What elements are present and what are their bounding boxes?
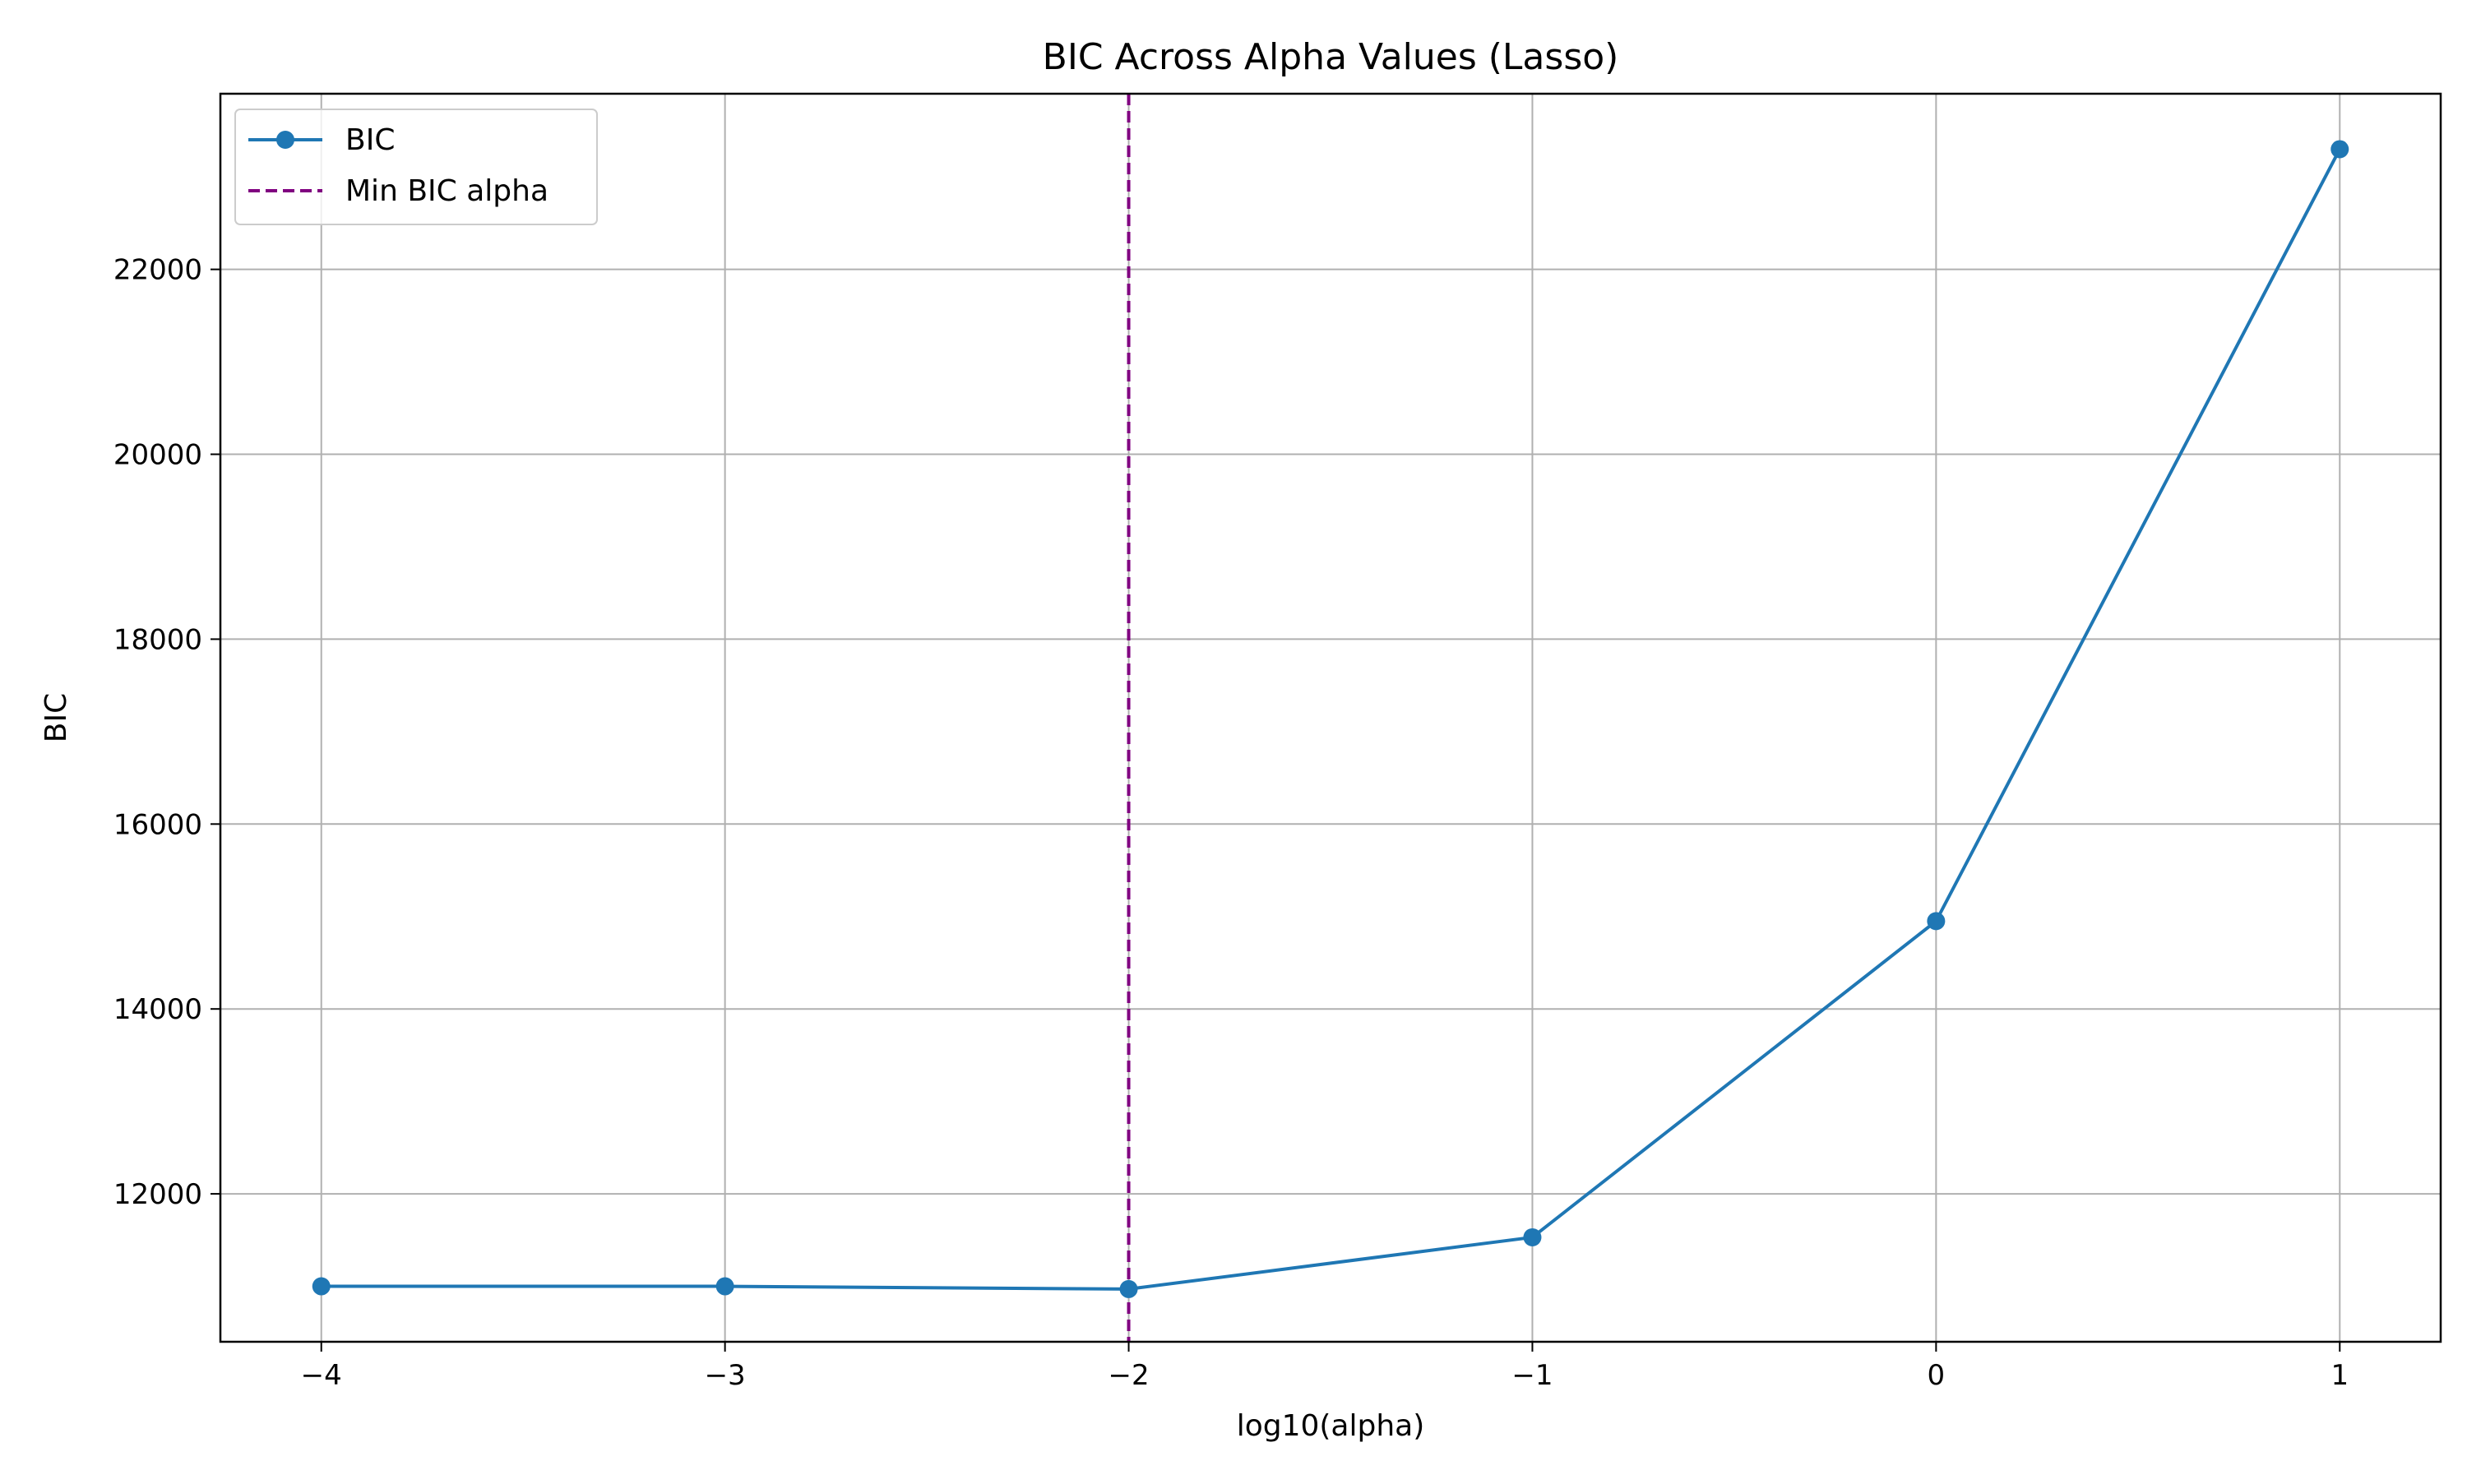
x-tick-label: 0 <box>1928 1359 1946 1392</box>
legend: BIC Min BIC alpha <box>234 109 598 225</box>
y-tick-label: 18000 <box>113 623 202 656</box>
bic-data-point <box>1523 1227 1542 1246</box>
bic-data-point <box>1119 1279 1138 1298</box>
y-axis-label: BIC <box>39 693 73 742</box>
x-tick-label: −3 <box>705 1359 746 1392</box>
x-tick-label: 1 <box>2330 1359 2349 1392</box>
bic-data-point <box>1927 912 1946 931</box>
series-layer <box>312 140 2349 1298</box>
x-tick-label: −4 <box>301 1359 342 1392</box>
legend-swatch-bic-marker <box>276 131 294 149</box>
x-axis-label: log10(alpha) <box>1237 1409 1425 1443</box>
y-tick-label: 16000 <box>113 808 202 841</box>
legend-box <box>234 109 598 225</box>
bic-series-line <box>321 148 2342 1291</box>
chart-title: BIC Across Alpha Values (Lasso) <box>1043 36 1619 78</box>
bic-data-point <box>312 1277 331 1296</box>
y-tick-label: 20000 <box>113 439 202 472</box>
legend-label-min-bic-alpha: Min BIC alpha <box>345 174 548 208</box>
bic-data-point <box>715 1277 734 1296</box>
bic-data-point <box>2330 140 2349 159</box>
y-tick-label: 12000 <box>113 1178 202 1211</box>
y-tick-label: 14000 <box>113 993 202 1026</box>
x-tick-label: −2 <box>1108 1359 1149 1392</box>
legend-label-bic: BIC <box>345 123 395 157</box>
x-tick-label: −1 <box>1511 1359 1553 1392</box>
plot-frame <box>219 92 2442 1343</box>
y-tick-label: 22000 <box>113 254 202 287</box>
ticks: −4 −3 −2 −1 0 1 12000 14000 16000 18000 20000 22000 <box>113 254 2349 1392</box>
